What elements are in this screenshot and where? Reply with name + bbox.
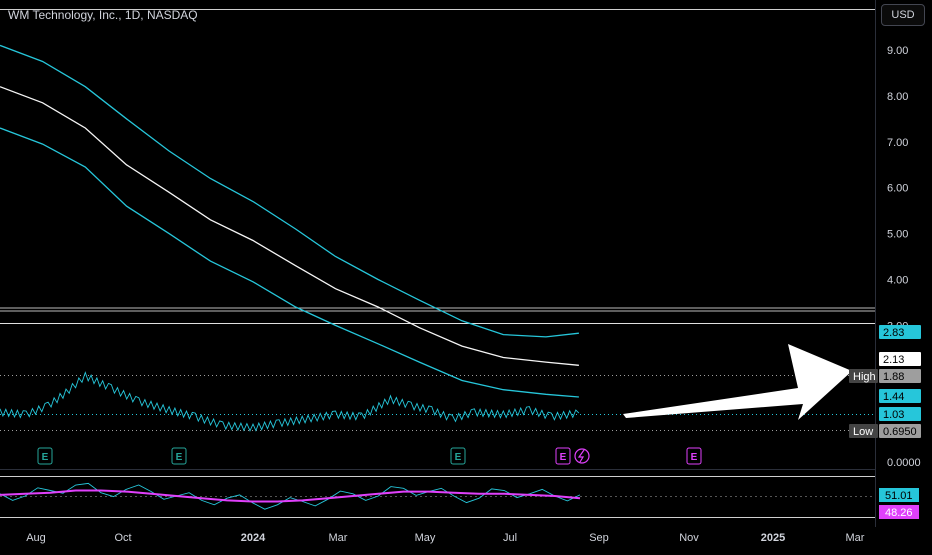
earnings-marker — [37, 447, 53, 465]
series-basis — [0, 86, 579, 366]
series-lower-band — [0, 127, 579, 398]
y-tick-label: 6.00 — [887, 183, 908, 195]
price-level-badge — [879, 369, 921, 383]
price-level-badge — [879, 389, 921, 403]
price-level-badge — [879, 352, 921, 366]
price-level-value: 0.6950 — [883, 426, 917, 438]
price-level-value: 1.88 — [883, 371, 904, 383]
y-tick-label: 5.00 — [887, 229, 908, 241]
y-tick-label: 4.00 — [887, 275, 908, 287]
currency-button[interactable]: USD — [881, 4, 925, 26]
x-tick-label: 2025 — [761, 532, 785, 544]
x-tick-label: May — [415, 532, 436, 544]
x-tick-label: Mar — [329, 532, 348, 544]
earnings-marker — [686, 447, 702, 465]
earnings-marker-label: E — [455, 452, 462, 463]
annotation-arrow — [623, 344, 852, 420]
rsi-value-badge — [879, 488, 919, 502]
x-tick-label: Nov — [679, 532, 699, 544]
price-level-value: 1.44 — [883, 391, 904, 403]
series-upper-band — [0, 44, 579, 338]
price-level-label: High — [853, 371, 876, 383]
rsi-ma-value: 48.26 — [885, 507, 913, 519]
earnings-marker-label: E — [691, 452, 698, 463]
price-level-value: 1.03 — [883, 409, 904, 421]
price-level-tag — [849, 369, 878, 383]
x-tick-label: Jul — [503, 532, 517, 544]
price-level-value: 2.83 — [883, 327, 904, 339]
x-tick-label: Mar — [846, 532, 865, 544]
y-tick-label: 9.00 — [887, 45, 908, 57]
earnings-marker-label: E — [176, 452, 183, 463]
y-tick-label: 7.00 — [887, 137, 908, 149]
earnings-marker-label: E — [560, 452, 567, 463]
earnings-marker — [450, 447, 466, 465]
price-level-badge — [879, 407, 921, 421]
y-tick-label: 8.00 — [887, 91, 908, 103]
x-tick-label: 2024 — [241, 532, 266, 544]
x-tick-label: Aug — [26, 532, 46, 544]
price-level-tag — [849, 424, 878, 438]
series-price — [0, 371, 580, 432]
price-level-value: 2.13 — [883, 354, 904, 366]
earnings-marker — [555, 447, 571, 465]
x-tick-label: Oct — [114, 532, 131, 544]
price-level-badge — [879, 325, 921, 339]
x-tick-label: Sep — [589, 532, 609, 544]
rsi-value: 51.01 — [885, 490, 913, 502]
y-tick-label: 0.0000 — [887, 457, 921, 469]
rsi-ma-line — [0, 489, 581, 503]
split-marker-icon — [574, 448, 590, 464]
earnings-marker — [171, 447, 187, 465]
price-level-label: Low — [853, 426, 873, 438]
rsi-ma-badge — [879, 505, 919, 519]
lightning-icon — [577, 449, 585, 463]
price-level-badge — [879, 424, 921, 438]
earnings-marker-label: E — [42, 452, 49, 463]
symbol-title: WM Technology, Inc., 1D, NASDAQ — [8, 8, 198, 22]
